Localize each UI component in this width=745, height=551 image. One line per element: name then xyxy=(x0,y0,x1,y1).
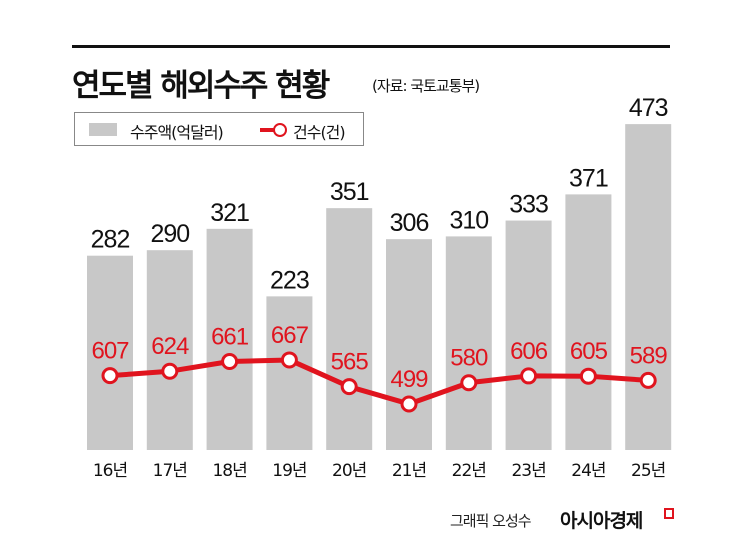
bar xyxy=(386,239,432,450)
x-tick-label: 17년 xyxy=(153,461,187,481)
line-value-label: 606 xyxy=(510,338,548,365)
x-tick-label: 19년 xyxy=(272,461,306,481)
count-line xyxy=(109,357,649,407)
x-tick-label: 21년 xyxy=(392,461,426,481)
bar xyxy=(146,250,193,450)
bar xyxy=(625,124,672,450)
x-tick-label: 25년 xyxy=(631,461,665,481)
bar-value-label: 473 xyxy=(629,94,668,122)
line-point xyxy=(520,367,538,385)
bar xyxy=(206,228,253,450)
legend-bar-label: 수주액(억달러) xyxy=(130,123,224,142)
x-tick-label: 16년 xyxy=(93,461,127,481)
bar-value-label: 223 xyxy=(270,266,309,294)
top-rule xyxy=(72,45,670,48)
bar xyxy=(326,208,373,450)
line-point xyxy=(101,367,119,385)
line-point xyxy=(340,378,358,396)
bar xyxy=(87,255,133,450)
bar-value-label: 290 xyxy=(150,220,189,248)
x-tick-label: 20년 xyxy=(332,461,366,481)
line-point xyxy=(161,362,179,380)
bar-value-label: 351 xyxy=(330,178,369,206)
line-value-label: 589 xyxy=(630,342,668,369)
legend-line-marker xyxy=(273,123,287,137)
line-value-label: 624 xyxy=(151,333,189,360)
logo-mark-icon xyxy=(664,508,674,519)
legend: 수주액(억달러) 건수(건) xyxy=(74,112,364,146)
legend-line-swatch xyxy=(260,128,276,132)
logo: 아시아경제 xyxy=(560,510,643,532)
bar-value-label: 321 xyxy=(210,199,249,227)
chart-title: 연도별 해외수주 현황 xyxy=(72,68,330,104)
bar-value-label: 310 xyxy=(449,206,488,234)
chart-source: (자료: 국토교통부) xyxy=(372,77,480,95)
line-value-label: 580 xyxy=(450,345,488,372)
line-point xyxy=(400,395,418,413)
line-value-label: 607 xyxy=(91,338,129,365)
x-tick-label: 22년 xyxy=(452,461,486,481)
line-value-label: 667 xyxy=(271,322,309,349)
bar-value-label: 333 xyxy=(509,191,548,219)
bar xyxy=(565,194,612,450)
bar-value-label: 371 xyxy=(569,164,608,192)
line-value-label: 565 xyxy=(331,349,369,376)
bar-value-label: 282 xyxy=(91,226,130,254)
line-point xyxy=(221,353,239,371)
bar-value-label: 306 xyxy=(390,209,429,237)
line-point xyxy=(280,351,298,369)
x-tick-label: 23년 xyxy=(511,461,545,481)
line-point xyxy=(460,374,478,392)
legend-line-label: 건수(건) xyxy=(293,123,346,142)
line-point xyxy=(579,367,597,385)
bar xyxy=(445,236,492,450)
credit: 그래픽 오성수 xyxy=(450,512,532,530)
x-tick-label: 18년 xyxy=(212,461,246,481)
bar xyxy=(266,296,313,450)
bar xyxy=(505,220,552,450)
line-point xyxy=(639,371,657,389)
x-tick-label: 24년 xyxy=(571,461,605,481)
legend-bar-swatch xyxy=(89,123,117,136)
line-value-label: 605 xyxy=(570,338,608,365)
line-value-label: 499 xyxy=(390,366,428,393)
line-value-label: 661 xyxy=(211,324,249,351)
